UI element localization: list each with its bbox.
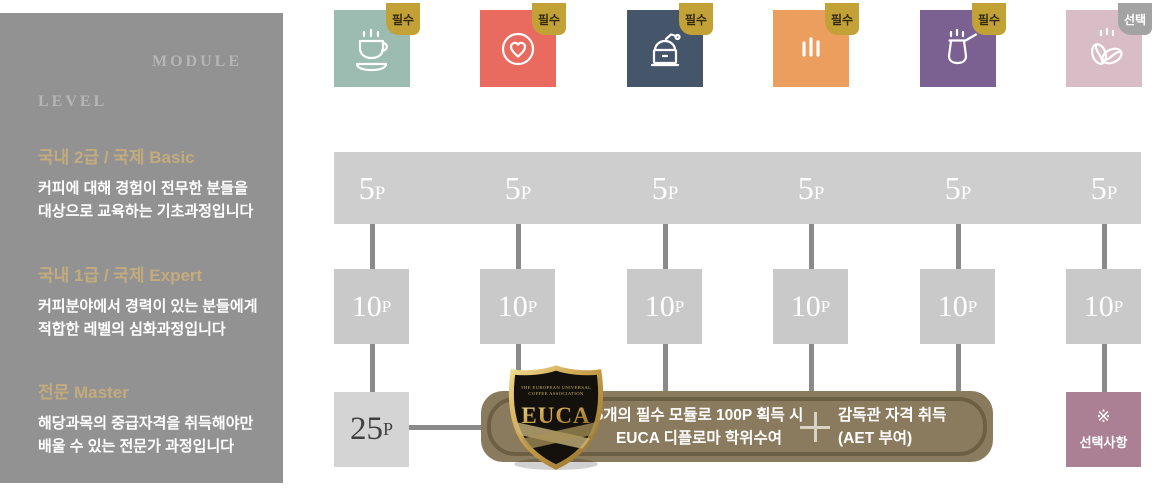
master-points-box: 25 P [334,392,409,467]
banner-inner-outline [487,397,987,456]
required-badge: 필수 [532,3,566,35]
connector-line [663,344,668,392]
level-expert-desc-line2: 적합한 레벨의 심화과정입니다 [38,321,226,338]
basic-points-label: 5P [651,170,679,206]
euca-shield-logo: THE EUROPEAN UNIVERSAL COFFEE ASSOCIATIO… [508,365,604,470]
supervisor-line1: 감독관 자격 취득 [838,406,947,424]
expert-points-box: 10 P [920,269,995,344]
optional-item-box: ※ 선택사항 [1066,392,1141,467]
reference-mark: ※ [1096,407,1111,426]
expert-points-box: 10 P [334,269,409,344]
expert-points-box: 10 P [627,269,702,344]
level-basic-desc-line2: 대상으로 교육하는 기초과정입니다 [38,203,254,220]
connector-line [956,344,961,392]
plus-icon [800,412,830,442]
sidebar: MODULE LEVEL 국내 2급 / 국제 Basic 커피에 대해 경험이… [0,13,283,483]
level-expert-desc-line1: 커피분야에서 경력이 있는 분들에게 [38,298,258,315]
diploma-condition-line1: 5개의 필수 모듈로 100P 획득 시 [594,406,804,424]
shield-org-line2: COFFEE ASSOCIATION [528,391,584,396]
supervisor-line2: (AET 부여) [838,429,913,447]
level-basic: 국내 2급 / 국제 Basic 커피에 대해 경험이 전무한 분들을 대상으로… [38,143,268,223]
coffee-grinder-icon [650,32,681,66]
basic-points-label: 5P [1090,170,1118,206]
shield-euca-text: EUCA [521,403,590,428]
basic-points-label: 5P [358,170,386,206]
level-basic-desc-line1: 커피에 대해 경험이 전무한 분들을 [38,180,248,197]
level-master-desc-line2: 배울 수 있는 전문가 과정입니다 [38,438,235,455]
connector-line [370,224,375,269]
connector-line [809,224,814,269]
required-badge: 필수 [386,3,420,35]
required-badge: 필수 [679,3,713,35]
connector-line [370,344,375,392]
connector-line [809,344,814,392]
diploma-condition-text: 5개의 필수 모듈로 100P 획득 시 EUCA 디플로마 학위수여 [585,391,813,462]
level-header: LEVEL [38,93,108,110]
brewing-pot-icon [947,28,978,64]
level-master-title: 전문 Master [38,383,129,402]
connector-line [663,224,668,269]
connector-line [1102,344,1107,392]
extraction-bars-icon [802,36,820,57]
module-header: MODULE [152,53,242,70]
basic-points-label: 5P [797,170,825,206]
basic-points-label: 5P [504,170,532,206]
basic-points-label: 5P [944,170,972,206]
level-master-description: 해당과목의 중급자격을 취득해야만 배울 수 있는 전문가 과정입니다 [38,412,268,458]
connector-line [516,344,521,392]
shield-org-line1: THE EUROPEAN UNIVERSAL [521,385,592,390]
optional-item-label: 선택사항 [1079,435,1128,450]
optional-badge: 선택 [1118,3,1152,35]
diploma-condition-line2: EUCA 디플로마 학위수여 [615,429,783,447]
expert-points-box: 10 P [480,269,555,344]
level-basic-description: 커피에 대해 경험이 전무한 분들을 대상으로 교육하는 기초과정입니다 [38,177,268,223]
level-basic-title: 국내 2급 / 국제 Basic [38,148,195,167]
level-expert: 국내 1급 / 국제 Expert 커피분야에서 경력이 있는 분들에게 적합한… [38,261,268,341]
connector-line [956,224,961,269]
supervisor-qualification-text: 감독관 자격 취득 (AET 부여) [838,391,946,462]
basic-points-band [334,152,1141,224]
connector-line [1102,224,1107,269]
connector-line [516,224,521,269]
heart-icon [501,32,535,65]
level-expert-title: 국내 1급 / 국제 Expert [38,266,203,285]
coffee-beans-icon [1090,27,1123,65]
expert-points-box: 10 P [773,269,848,344]
level-master-desc-line1: 해당과목의 중급자격을 취득해야만 [38,415,254,432]
required-badge: 필수 [825,3,859,35]
level-expert-description: 커피분야에서 경력이 있는 분들에게 적합한 레벨의 심화과정입니다 [38,295,268,341]
required-badge: 필수 [972,3,1006,35]
expert-points-box: 10 P [1066,269,1141,344]
coffee-cup-icon [355,28,388,71]
connector-line [409,425,481,430]
level-master: 전문 Master 해당과목의 중급자격을 취득해야만 배울 수 있는 전문가 … [38,378,268,458]
